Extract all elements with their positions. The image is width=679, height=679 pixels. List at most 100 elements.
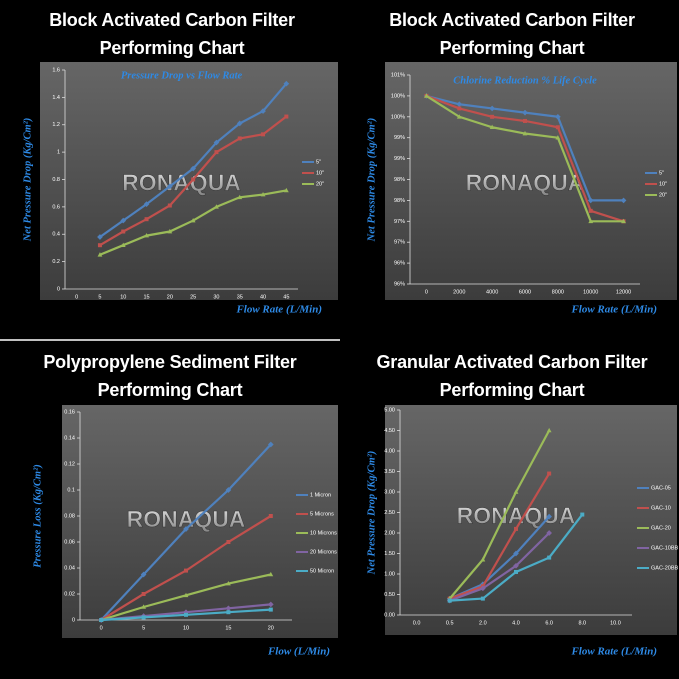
point bbox=[236, 120, 243, 127]
y-tick-label: 0.04 bbox=[64, 565, 75, 571]
point bbox=[620, 197, 627, 204]
legend-label: 5" bbox=[659, 170, 664, 176]
x-tick-label: 10000 bbox=[583, 289, 598, 295]
point bbox=[513, 489, 519, 494]
y-axis-label: Net Pressure Drop (Kg/Cm²) bbox=[22, 118, 33, 243]
point bbox=[226, 581, 231, 586]
y-tick-label: 100% bbox=[391, 114, 405, 120]
y-tick-label: 97% bbox=[394, 219, 405, 225]
x-tick-label: 12000 bbox=[616, 289, 631, 295]
point bbox=[424, 93, 429, 98]
legend-label: 5 Microns bbox=[310, 511, 334, 517]
point bbox=[480, 585, 486, 592]
x-tick-label: 4000 bbox=[486, 289, 498, 295]
point bbox=[587, 197, 594, 204]
point bbox=[237, 136, 242, 141]
x-tick-label: 5 bbox=[142, 625, 145, 631]
chart-subtitle: Pressure Drop vs Flow Rate bbox=[121, 70, 243, 81]
point bbox=[141, 592, 146, 596]
x-tick-label: 4.0 bbox=[512, 620, 520, 626]
y-tick-label: 0.1 bbox=[67, 487, 75, 493]
point bbox=[226, 610, 231, 615]
y-axis-label: Net Pressure Drop (Kg/Cm²) bbox=[366, 118, 377, 243]
y-tick-label: 98% bbox=[394, 177, 405, 183]
chart-background bbox=[385, 405, 677, 635]
y-tick-label: 1.50 bbox=[384, 551, 395, 557]
point bbox=[183, 526, 189, 532]
point bbox=[283, 80, 290, 87]
y-tick-label: 0 bbox=[72, 617, 75, 623]
x-tick-label: 2.0 bbox=[479, 620, 487, 626]
y-tick-label: 96% bbox=[394, 281, 405, 287]
legend-label: 20" bbox=[316, 181, 324, 187]
point bbox=[121, 229, 126, 234]
x-tick-label: 6000 bbox=[519, 289, 531, 295]
x-tick-label: 10 bbox=[183, 625, 189, 631]
point bbox=[267, 441, 274, 448]
point bbox=[167, 183, 173, 190]
point bbox=[489, 105, 495, 112]
point bbox=[267, 601, 274, 608]
y-tick-label: 99% bbox=[394, 156, 405, 162]
legend-label: 1 Micron bbox=[310, 492, 331, 498]
y-tick-label: 3.00 bbox=[384, 489, 395, 495]
point bbox=[522, 130, 528, 136]
legend-label: GAC-05 bbox=[651, 485, 671, 491]
point bbox=[284, 114, 289, 119]
legend-label: 20 Microns bbox=[310, 549, 337, 555]
point bbox=[213, 139, 220, 146]
series-line bbox=[449, 532, 550, 602]
y-tick-label: 1.00 bbox=[384, 571, 395, 577]
point bbox=[191, 177, 196, 182]
x-tick-label: 5 bbox=[98, 294, 101, 300]
x-tick-label: 20 bbox=[268, 625, 274, 631]
y-tick-label: 99% bbox=[394, 135, 405, 141]
point bbox=[225, 487, 232, 493]
point bbox=[268, 607, 273, 612]
y-tick-label: 0.16 bbox=[64, 409, 75, 415]
y-tick-label: 1 bbox=[57, 150, 60, 156]
point bbox=[456, 114, 462, 119]
point bbox=[489, 124, 495, 130]
y-tick-label: 0.08 bbox=[64, 513, 75, 519]
watermark: RONAQUA bbox=[122, 170, 241, 196]
point bbox=[144, 217, 149, 222]
chart-background bbox=[40, 62, 338, 300]
y-tick-label: 100% bbox=[391, 93, 405, 99]
legend-label: GAC-10BB bbox=[651, 545, 679, 551]
point bbox=[555, 113, 561, 120]
point bbox=[97, 234, 103, 240]
point bbox=[580, 512, 585, 517]
point bbox=[268, 514, 273, 518]
y-tick-label: 1.2 bbox=[52, 122, 60, 128]
point bbox=[555, 135, 561, 140]
point bbox=[261, 132, 266, 137]
point bbox=[457, 106, 462, 111]
y-tick-label: 96% bbox=[394, 261, 405, 267]
series-line bbox=[449, 472, 551, 600]
legend-label: GAC-20 bbox=[651, 525, 671, 531]
y-tick-label: 0.02 bbox=[64, 591, 75, 597]
point bbox=[514, 526, 518, 531]
point bbox=[141, 604, 146, 609]
point bbox=[214, 204, 219, 209]
point bbox=[120, 217, 127, 224]
y-tick-label: 1.6 bbox=[52, 67, 60, 73]
point bbox=[260, 108, 266, 114]
x-axis-label: Flow (L/Min) bbox=[267, 646, 330, 658]
point bbox=[546, 530, 552, 536]
point bbox=[237, 194, 243, 200]
y-tick-label: 0 bbox=[57, 286, 60, 292]
point bbox=[480, 557, 486, 562]
y-tick-label: 0.50 bbox=[384, 592, 395, 598]
y-tick-label: 0.4 bbox=[52, 232, 60, 238]
y-axis-label: Net Pressure Drop (Kg/Cm²) bbox=[366, 451, 377, 576]
chart-title: Block Activated Carbon Filter Performing… bbox=[49, 10, 295, 58]
y-tick-label: 101% bbox=[391, 72, 405, 78]
point bbox=[99, 618, 104, 622]
point bbox=[167, 228, 173, 234]
point bbox=[514, 569, 518, 574]
point bbox=[555, 125, 560, 130]
